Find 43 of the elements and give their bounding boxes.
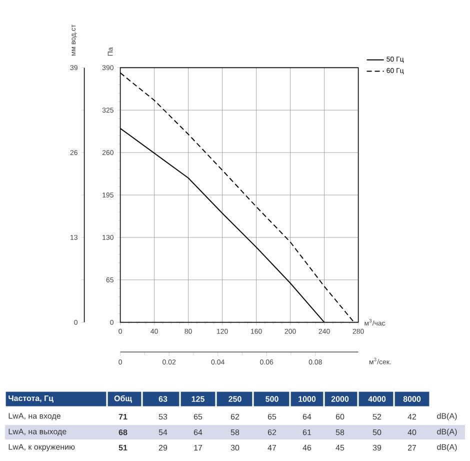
text: 60 [336, 414, 344, 420]
text: 17 [194, 444, 202, 450]
text: 45 [336, 444, 344, 450]
text: 58 [336, 429, 344, 436]
text: LwA, на выходе [8, 428, 66, 436]
text: 27 [408, 444, 416, 450]
text: 46 [302, 444, 312, 451]
text: 64 [302, 414, 312, 420]
text: Общ [114, 395, 132, 403]
text: 40 [408, 429, 416, 436]
text: 4000 [368, 396, 386, 402]
text: 63 [158, 396, 168, 402]
text: 65 [194, 414, 202, 420]
text: 65 [268, 414, 276, 420]
text: dB(A) [437, 428, 457, 436]
text: 50 [372, 429, 382, 436]
text: 62 [230, 414, 240, 420]
text: 54 [158, 430, 168, 436]
text: 71 [118, 414, 128, 420]
text: 30 [230, 444, 240, 451]
text: 2000 [331, 396, 349, 402]
text: Частота, Гц [8, 395, 54, 403]
text: 62 [268, 429, 276, 436]
text: dB(A) [437, 444, 457, 452]
text: LwA, к окружению [8, 444, 75, 452]
text: dB(A) [437, 412, 457, 420]
text: 42 [408, 414, 416, 420]
text: 58 [230, 429, 240, 436]
text: 1000 [298, 396, 316, 402]
text: 53 [158, 414, 168, 420]
text: 39 [372, 444, 382, 451]
text: 8000 [403, 396, 421, 402]
text: 64 [194, 429, 202, 436]
text: 47 [268, 444, 276, 450]
text: LwA, на входе [8, 413, 60, 420]
text: 250 [228, 396, 242, 402]
text: 29 [158, 444, 168, 451]
text: 51 [118, 444, 128, 450]
text: 68 [118, 429, 128, 436]
text: 125 [192, 396, 204, 402]
text: 500 [266, 396, 278, 402]
text: 61 [302, 429, 312, 436]
text: 52 [372, 414, 382, 420]
